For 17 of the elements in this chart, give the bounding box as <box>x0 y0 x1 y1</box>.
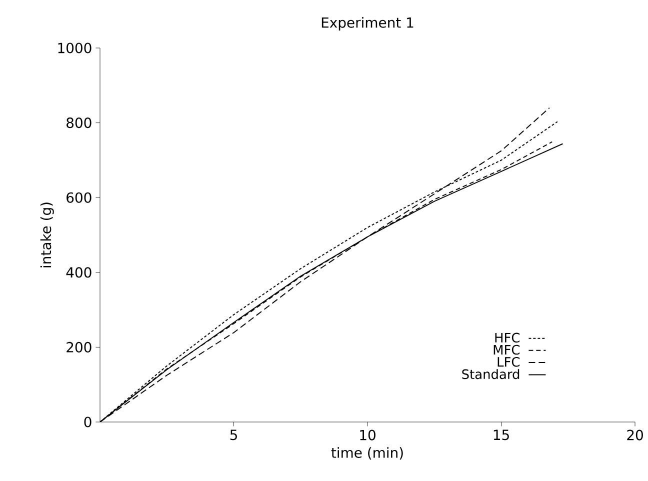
x-tick-label: 5 <box>230 430 237 440</box>
legend-label: MFC <box>494 344 520 355</box>
y-tick-label: 600 <box>66 192 92 203</box>
x-tick-label: 10 <box>360 430 376 440</box>
x-axis-title: time (min) <box>331 447 403 460</box>
y-tick-label: 200 <box>66 342 92 352</box>
y-tick-label: 0 <box>84 416 92 428</box>
y-tick-label: 800 <box>66 118 92 128</box>
x-tick-label: 15 <box>494 430 509 440</box>
chart-title: Experiment 1 <box>322 17 414 31</box>
y-tick-label: 1000 <box>58 42 92 54</box>
legend-label: HFC <box>495 332 520 343</box>
x-tick-label: 20 <box>627 430 643 440</box>
legend-label: LFC <box>498 356 520 367</box>
y-tick-label: 400 <box>66 267 92 278</box>
legend-label: Standard <box>462 369 520 380</box>
y-axis-title: intake (g) <box>40 202 54 268</box>
